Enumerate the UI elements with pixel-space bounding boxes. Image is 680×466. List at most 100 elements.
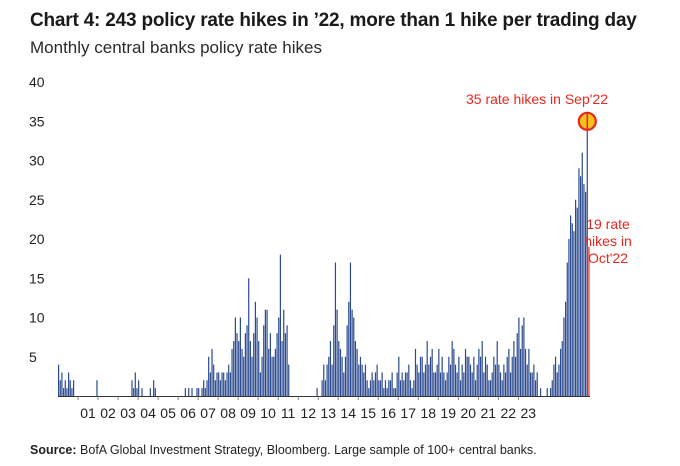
bar — [349, 262, 352, 396]
bar — [566, 262, 568, 396]
bar — [333, 325, 335, 396]
x-tick-label: 23 — [521, 405, 537, 421]
bar — [218, 372, 220, 396]
bar — [554, 356, 557, 396]
bar — [518, 317, 520, 396]
bar — [438, 348, 440, 396]
bar — [153, 380, 155, 396]
bar — [524, 348, 527, 396]
bar — [288, 364, 290, 396]
bar — [324, 380, 327, 396]
bar — [493, 356, 495, 396]
bar — [358, 364, 360, 396]
bar — [513, 341, 515, 396]
bar — [454, 364, 457, 396]
bar — [384, 380, 387, 396]
bar — [344, 356, 347, 396]
bar — [461, 364, 463, 396]
bar — [243, 356, 245, 396]
bar — [498, 364, 500, 396]
bar — [188, 388, 190, 396]
bar — [563, 317, 565, 396]
bar — [209, 372, 211, 396]
bar — [449, 364, 452, 396]
bar — [418, 372, 420, 396]
bar — [59, 380, 61, 396]
x-tick-label: 20 — [461, 405, 477, 421]
bar — [244, 333, 246, 396]
bar — [149, 388, 151, 396]
bar — [196, 388, 198, 396]
bar — [423, 372, 425, 396]
bar — [346, 325, 348, 396]
bar — [453, 348, 455, 396]
bar — [585, 191, 587, 396]
bar — [583, 184, 585, 396]
bar — [379, 380, 382, 396]
bar — [539, 388, 542, 396]
bar — [586, 121, 588, 396]
bar — [463, 372, 465, 396]
bar — [504, 372, 507, 396]
x-tick-label: 18 — [420, 405, 436, 421]
bar — [278, 317, 280, 396]
bar — [249, 341, 251, 396]
bar — [549, 388, 552, 396]
bar — [399, 380, 402, 396]
bar — [321, 380, 323, 396]
bar — [506, 356, 508, 396]
bar — [329, 341, 332, 396]
bar — [366, 380, 368, 396]
bar — [441, 356, 443, 396]
bar — [546, 388, 548, 396]
bar — [69, 380, 71, 396]
bar — [259, 372, 261, 396]
bar — [503, 364, 505, 396]
y-tick-label: 25 — [29, 192, 45, 208]
bar — [569, 215, 572, 396]
bar — [403, 380, 405, 396]
bar — [234, 317, 236, 396]
bar — [269, 333, 271, 396]
bar — [388, 380, 390, 396]
bar — [154, 388, 156, 396]
bar — [508, 348, 510, 396]
bar — [561, 341, 563, 396]
bar — [448, 356, 450, 396]
bar — [228, 364, 230, 396]
bar — [473, 356, 475, 396]
bar — [426, 341, 428, 396]
bar — [133, 388, 135, 396]
bar — [556, 372, 558, 396]
bar — [464, 348, 467, 396]
x-tick-label: 09 — [240, 405, 256, 421]
x-tick-label: 12 — [300, 405, 316, 421]
annotation-oct22-line: hikes in — [584, 233, 631, 249]
bar — [553, 364, 555, 396]
y-tick-label: 5 — [29, 349, 37, 365]
bar — [559, 348, 562, 396]
bar — [576, 207, 578, 396]
bar — [494, 364, 497, 396]
y-tick-label: 10 — [29, 310, 45, 326]
bar — [404, 372, 407, 396]
bar — [339, 348, 342, 396]
x-tick-label: 19 — [440, 405, 456, 421]
bar — [389, 380, 392, 396]
bar — [531, 372, 533, 396]
x-tick-label: 16 — [380, 405, 396, 421]
bar — [211, 348, 213, 396]
bar — [408, 364, 410, 396]
bar — [136, 388, 138, 396]
bar — [233, 341, 235, 396]
bar — [254, 301, 256, 396]
bar — [578, 168, 580, 396]
bar — [558, 364, 560, 396]
x-tick-label: 10 — [260, 405, 276, 421]
bar — [471, 372, 473, 396]
bar — [516, 333, 518, 396]
bar — [224, 380, 226, 396]
bar — [351, 309, 353, 396]
bar — [213, 364, 215, 396]
bar — [369, 380, 372, 396]
